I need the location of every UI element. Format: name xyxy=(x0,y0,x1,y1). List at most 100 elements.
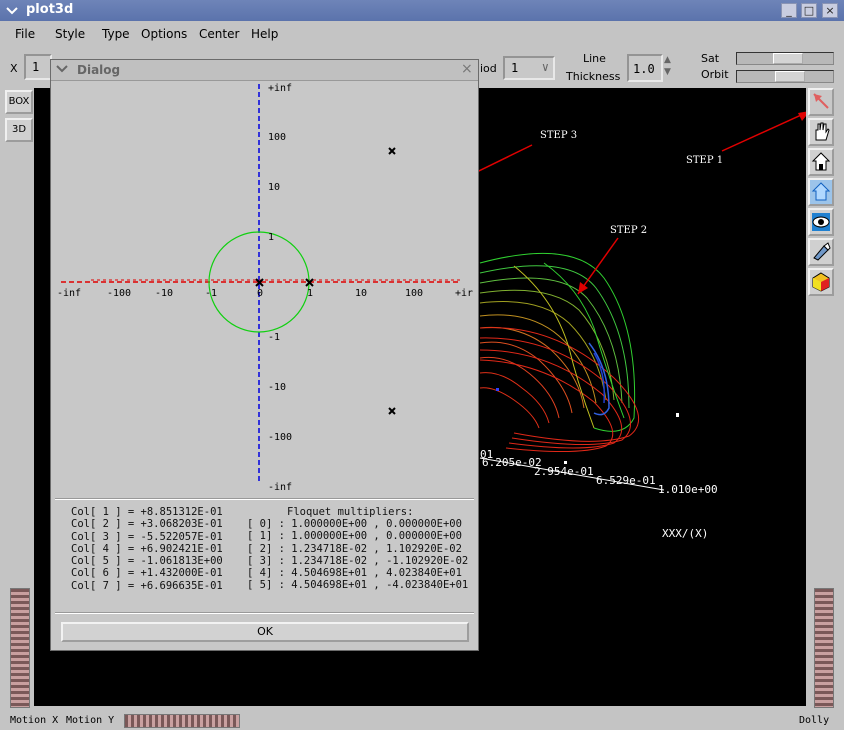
menu-options[interactable]: Options xyxy=(141,27,188,41)
close-button[interactable]: × xyxy=(822,3,838,18)
step2-arrow xyxy=(577,237,619,295)
box-button[interactable]: BOX xyxy=(5,90,33,114)
sat-slider[interactable] xyxy=(736,52,834,65)
thickness-field[interactable]: 1.0 xyxy=(627,54,663,82)
period-value: 1 xyxy=(511,61,519,75)
y-label-neg100: -100 xyxy=(268,432,293,443)
floquet-info: Col[ 1 ] = +8.851312E-01 Col[ 2 ] = +3.0… xyxy=(57,504,472,604)
column-row: Col[ 3 ] = -5.522057E-01 xyxy=(71,530,223,543)
x-label-neg100: -100 xyxy=(107,288,132,299)
column-row: Col[ 7 ] = +6.696635E-01 xyxy=(71,579,223,592)
floquet-row: [ 3] : 1.234718E-02 , -1.102920E-02 xyxy=(247,554,469,567)
orbit-slider-handle[interactable] xyxy=(775,71,806,82)
plot-axis-line xyxy=(479,457,665,491)
line-label: Line xyxy=(583,52,606,65)
left-dial[interactable] xyxy=(10,588,30,708)
menu-type[interactable]: Type xyxy=(102,27,130,41)
step2-arrowhead xyxy=(578,282,588,294)
menu-help[interactable]: Help xyxy=(251,27,279,41)
x-left-label: -inf xyxy=(57,288,82,299)
x-field[interactable]: 1 xyxy=(24,54,52,80)
period-select[interactable]: 1 ∨ xyxy=(503,56,555,80)
pan-tool-button[interactable] xyxy=(808,118,834,146)
column-row: Col[ 1 ] = +8.851312E-01 xyxy=(71,506,223,518)
dialog-close-button[interactable]: × xyxy=(461,61,473,77)
menu-center[interactable]: Center xyxy=(199,27,240,41)
view-eye-button[interactable] xyxy=(808,208,834,236)
rotate-arrow-icon xyxy=(813,93,829,109)
x-label: X xyxy=(10,62,18,75)
period-label: iod xyxy=(480,62,497,75)
floquet-row: [ 5] : 4.504698E+01 , -4.023840E+01 xyxy=(247,579,469,592)
y-top-label: +inf xyxy=(268,83,293,94)
3d-button[interactable]: 3D xyxy=(5,118,33,142)
dolly-label: Dolly xyxy=(799,715,830,726)
home-view-button[interactable] xyxy=(808,148,834,176)
dialog-title: Dialog xyxy=(77,63,121,77)
menu-bar: File Style Type Options Center Help xyxy=(0,22,844,46)
x-label-1: 1 xyxy=(307,288,314,299)
sat-label: Sat xyxy=(701,52,720,65)
plot-point xyxy=(564,461,567,464)
x-label-neg1: -1 xyxy=(205,288,218,299)
y-label-10: 10 xyxy=(268,182,281,193)
right-dial[interactable] xyxy=(814,588,834,708)
motion-x-label: Motion X xyxy=(10,715,59,726)
step3-label: STEP 3 xyxy=(540,130,578,141)
render-tool-button[interactable] xyxy=(808,268,834,296)
thickness-spinner[interactable]: ▲ ▼ xyxy=(664,55,671,77)
status-bar: Motion X Motion Y Dolly xyxy=(0,712,844,730)
window-titlebar: plot3d _ □ × xyxy=(0,0,844,21)
column-row: Col[ 6 ] = +1.432000E-01 xyxy=(71,567,223,580)
floquet-list: [ 0] : 1.000000E+00 , 0.000000E+00 [ 1] … xyxy=(247,518,468,592)
flashlight-icon xyxy=(813,242,831,261)
sat-slider-handle[interactable] xyxy=(773,53,804,64)
window-menu-icon[interactable] xyxy=(4,3,20,18)
orbit-label: Orbit xyxy=(701,68,729,81)
axis-title: XXX/(X) xyxy=(662,527,709,540)
chevron-down-icon: ∨ xyxy=(541,60,549,74)
step2-label: STEP 2 xyxy=(610,225,648,236)
step1-arrow xyxy=(721,111,806,152)
x-label-neg10: -10 xyxy=(155,288,174,299)
dialog-divider-bottom xyxy=(55,612,474,614)
minimize-button[interactable]: _ xyxy=(781,3,797,18)
floquet-row: [ 2] : 1.234718E-02 , 1.102920E-02 xyxy=(247,542,462,555)
columns-list: Col[ 1 ] = +8.851312E-01 Col[ 2 ] = +3.0… xyxy=(71,506,223,592)
column-row: Col[ 2 ] = +3.068203E-01 xyxy=(71,518,223,531)
ok-button[interactable]: OK xyxy=(61,622,469,642)
axis-value-2: 6.529e-01 xyxy=(596,474,656,487)
motion-dial[interactable] xyxy=(124,714,240,728)
y-label-1: 1 xyxy=(268,232,275,243)
y-label-100: 100 xyxy=(268,132,287,143)
step1-arrowhead xyxy=(798,111,806,121)
eye-icon xyxy=(812,213,830,231)
x-label-10: 10 xyxy=(355,288,368,299)
rotate-tool-button[interactable] xyxy=(808,88,834,116)
dialog-titlebar: Dialog × xyxy=(51,60,478,81)
home-icon xyxy=(811,152,831,171)
y-label-neg1: -1 xyxy=(268,332,281,343)
floquet-row: [ 0] : 1.000000E+00 , 0.000000E+00 xyxy=(247,518,462,530)
x-label-0: 0 xyxy=(257,288,264,299)
floquet-title: Floquet multipliers: xyxy=(287,506,414,518)
x-right-label: +ir xyxy=(455,288,474,299)
motion-y-label: Motion Y xyxy=(66,715,115,726)
light-tool-button[interactable] xyxy=(808,238,834,266)
stray-axis-label: 01 xyxy=(480,448,494,461)
maximize-button[interactable]: □ xyxy=(801,3,817,18)
surface-plot xyxy=(443,111,806,491)
dialog-divider xyxy=(55,498,474,500)
window-title: plot3d xyxy=(26,2,74,17)
orbit-slider[interactable] xyxy=(736,70,834,83)
home-view-active-button[interactable] xyxy=(808,178,834,206)
plot-point xyxy=(676,413,679,417)
floquet-plane-plot xyxy=(61,84,461,482)
axis-value-1: 2.954e-01 xyxy=(534,465,594,478)
thickness-label: Thickness xyxy=(566,70,621,83)
menu-file[interactable]: File xyxy=(15,27,36,41)
cube-icon xyxy=(812,272,830,292)
menu-style[interactable]: Style xyxy=(55,27,86,41)
axis-value-0: 6.205e-02 xyxy=(482,456,542,469)
dialog-menu-icon[interactable] xyxy=(55,61,69,77)
